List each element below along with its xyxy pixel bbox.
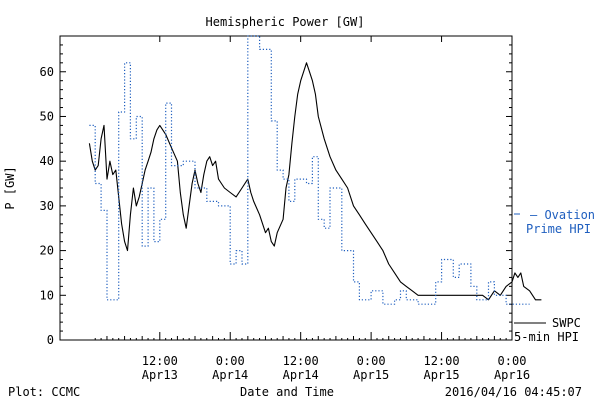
y-tick-label: 40 <box>40 154 54 168</box>
x-tick-time: 12:00 <box>283 354 319 368</box>
x-tick-date: Apr15 <box>423 368 459 382</box>
y-axis: 0 10 20 30 40 50 60 <box>40 44 512 347</box>
x-tick-time: 0:00 <box>216 354 245 368</box>
legend: – Ovation Prime HPI SWPC 5-min HPI <box>514 208 595 344</box>
x-axis-label: Date and Time <box>240 385 334 399</box>
legend-swpc-line2: 5-min HPI <box>514 330 579 344</box>
x-tick-time: 0:00 <box>357 354 386 368</box>
x-tick-date: Apr13 <box>142 368 178 382</box>
chart-title: Hemispheric Power [GW] <box>206 15 365 29</box>
legend-ovation-line1: – Ovation <box>530 208 595 222</box>
x-tick-date: Apr15 <box>353 368 389 382</box>
x-tick-time: 0:00 <box>498 354 527 368</box>
legend-ovation-line2: Prime HPI <box>526 222 591 236</box>
x-tick-date: Apr14 <box>212 368 248 382</box>
footer-timestamp: 2016/04/16 04:45:07 <box>445 385 582 399</box>
y-axis-label: P [GW] <box>3 166 17 209</box>
x-tick-time: 12:00 <box>423 354 459 368</box>
footer-plot-credit: Plot: CCMC <box>8 385 80 399</box>
legend-swpc-line1: SWPC <box>552 316 581 330</box>
x-tick-date: Apr16 <box>494 368 530 382</box>
swpc-series-line <box>88 62 542 301</box>
x-tick-time: 12:00 <box>142 354 178 368</box>
y-tick-label: 10 <box>40 288 54 302</box>
x-axis: 12:00Apr130:00Apr1412:00Apr140:00Apr1512… <box>94 36 530 382</box>
y-tick-label: 60 <box>40 65 54 79</box>
y-tick-label: 0 <box>47 333 54 347</box>
ovation-series-line <box>89 35 530 305</box>
y-tick-label: 50 <box>40 109 54 123</box>
series-group <box>88 35 542 305</box>
plot-frame <box>59 35 513 341</box>
y-tick-label: 30 <box>40 199 54 213</box>
x-tick-date: Apr14 <box>283 368 319 382</box>
y-tick-label: 20 <box>40 244 54 258</box>
